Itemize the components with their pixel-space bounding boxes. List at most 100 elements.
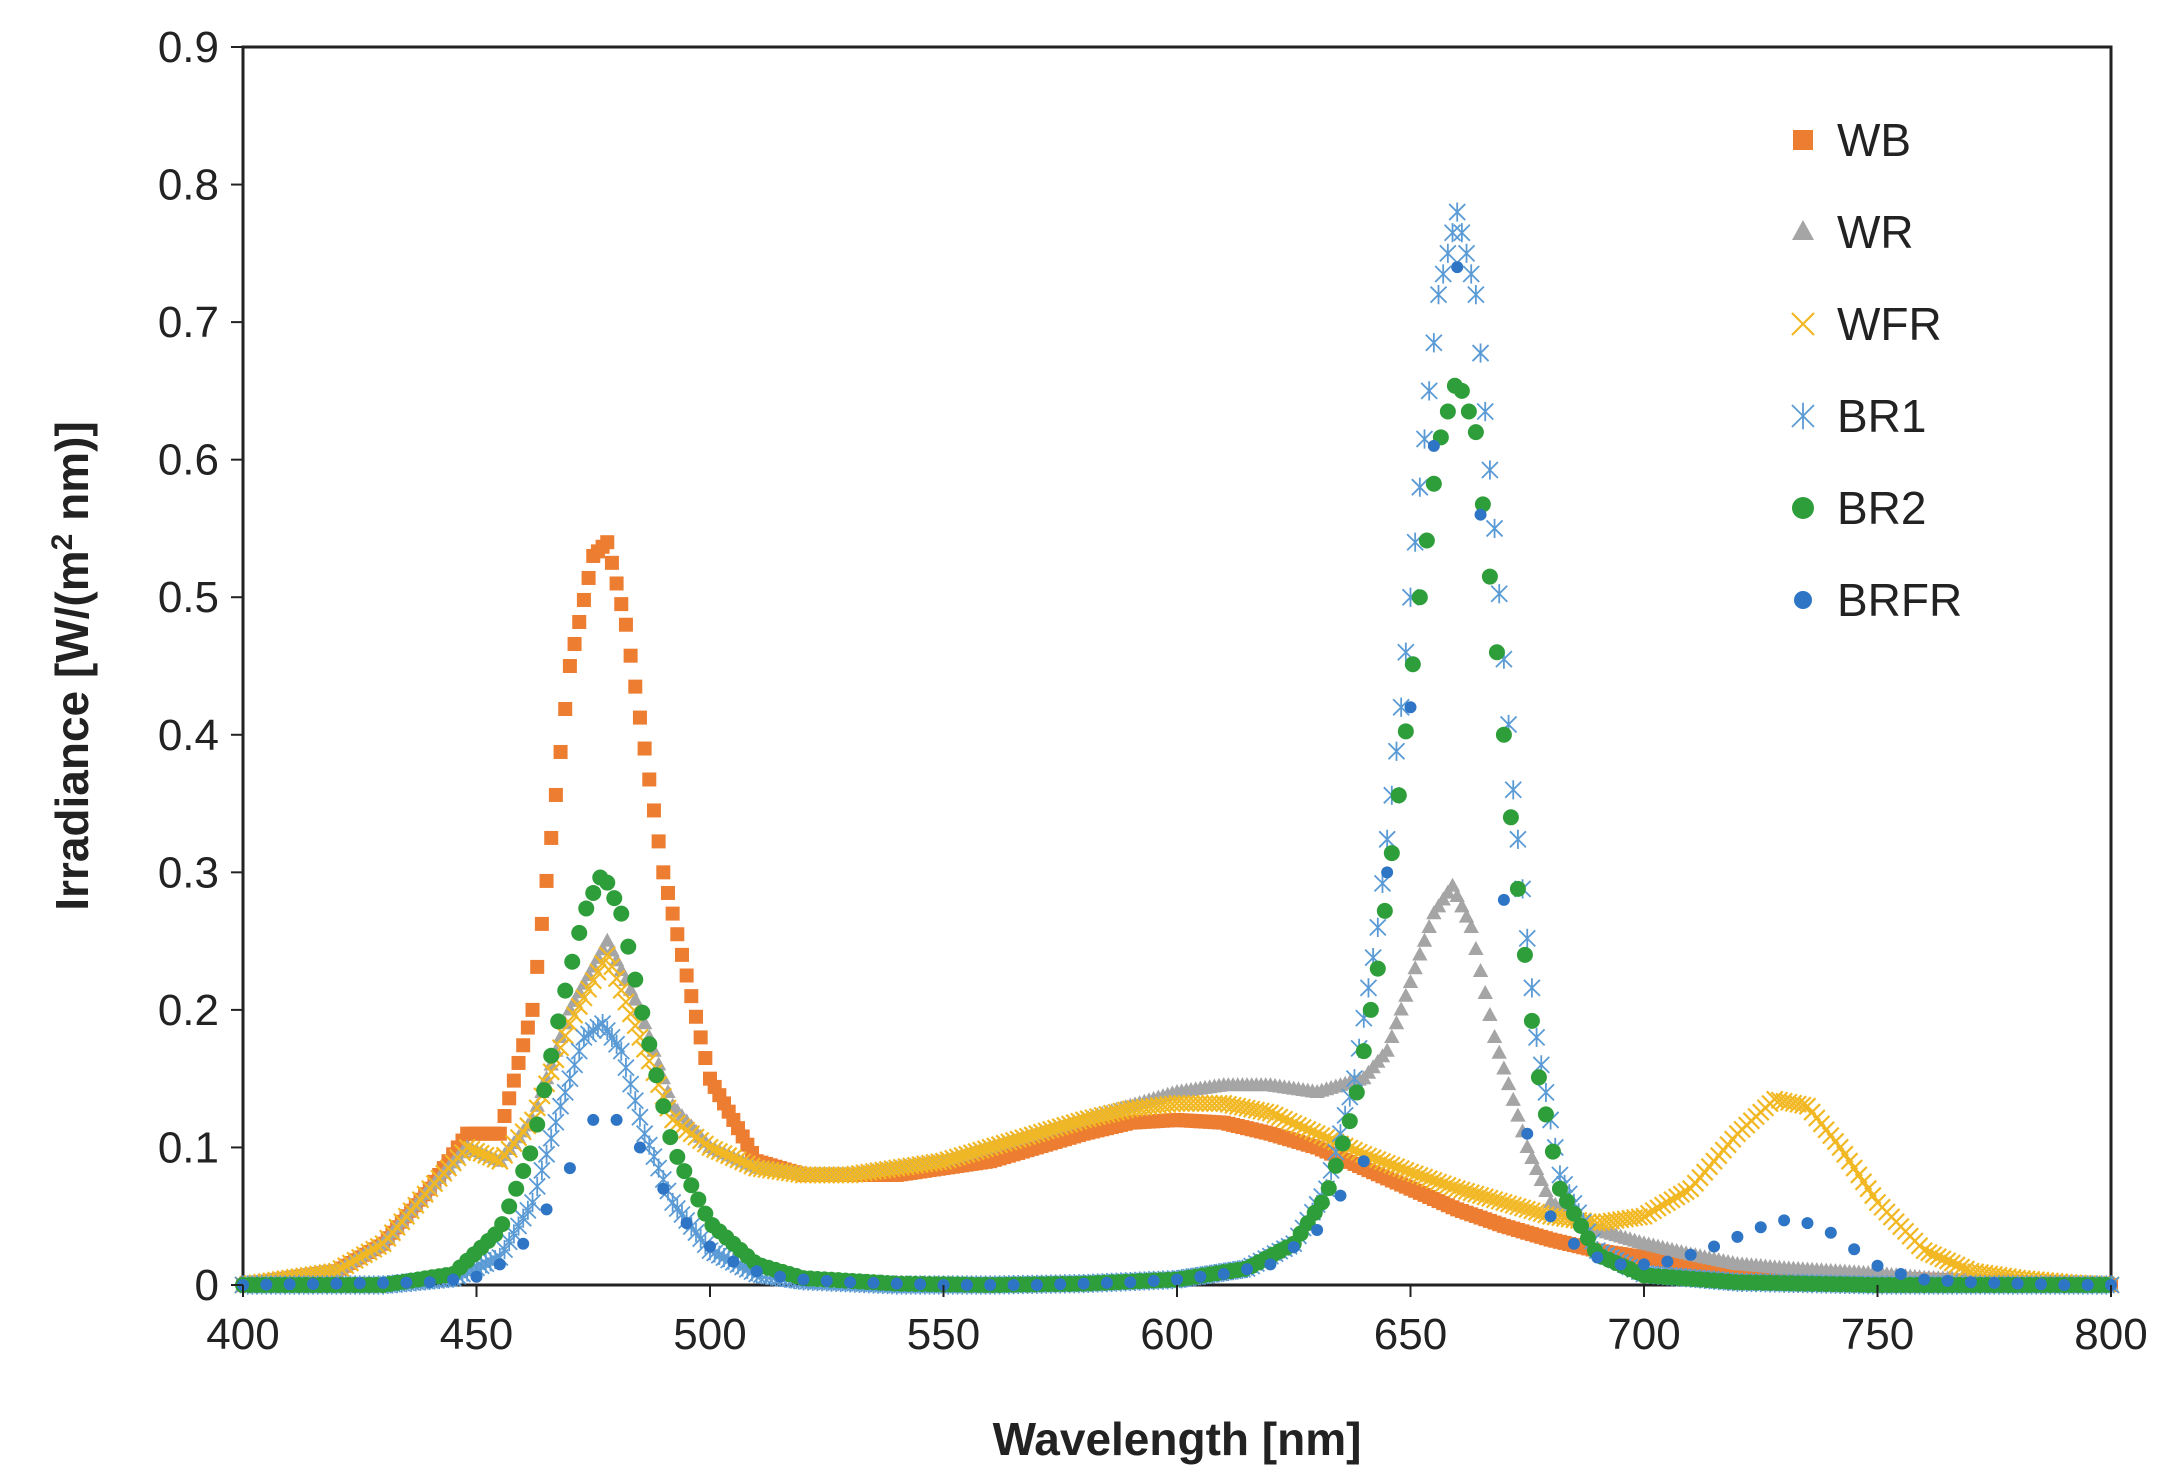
data-point-wfr [1635, 1207, 1653, 1225]
data-point-br2 [1495, 726, 1512, 743]
data-point-wr [1533, 1172, 1549, 1187]
data-point-wb [623, 648, 638, 663]
data-point-brfr [470, 1270, 483, 1283]
data-point-wfr [1663, 1190, 1681, 1209]
data-point-wb [665, 906, 680, 921]
data-point-br1 [1527, 1027, 1546, 1047]
data-point-wb [497, 1109, 512, 1124]
data-point-wfr [1312, 1126, 1331, 1145]
plot-area [234, 45, 2120, 1295]
data-point-wb [576, 592, 591, 607]
data-point-brfr [1591, 1251, 1604, 1264]
data-point-wfr [1934, 1250, 1952, 1268]
data-point-wr [1468, 940, 1484, 955]
data-point-br1 [1453, 223, 1471, 243]
data-point-wfr [1439, 1176, 1457, 1195]
data-point-brfr [1334, 1189, 1347, 1202]
data-point-br2 [571, 924, 588, 941]
data-point-br2 [1579, 1230, 1596, 1247]
data-point-wfr [336, 1256, 355, 1275]
data-point-brfr [1988, 1276, 2001, 1289]
data-point-br2 [683, 1177, 700, 1194]
y-axis-title-prefix: Irradiance [W/(m [46, 550, 98, 910]
y-axis-title-superscript: 2 [46, 534, 79, 551]
data-point-brfr [1801, 1217, 1814, 1230]
data-point-brfr [540, 1203, 553, 1216]
data-point-wfr [1653, 1196, 1672, 1214]
data-point-brfr [1357, 1155, 1370, 1168]
data-point-wb [544, 830, 559, 845]
data-point-wfr [467, 1142, 486, 1161]
data-point-wfr [603, 957, 621, 976]
data-point-wfr [617, 993, 635, 1011]
data-point-wfr [719, 1146, 738, 1165]
data-point-wr [1407, 960, 1423, 975]
data-point-brfr [2081, 1279, 2094, 1291]
legend-item-wb: WB [1793, 114, 1911, 166]
data-point-wr [1472, 962, 1489, 977]
data-point-wb [562, 659, 577, 673]
data-point-wb [642, 772, 657, 787]
data-point-brfr [1147, 1274, 1160, 1287]
data-point-wr [1491, 1044, 1507, 1059]
data-point-brfr [820, 1274, 833, 1287]
data-point-brfr [1451, 261, 1464, 274]
data-point-wr [627, 991, 643, 1006]
data-point-br2 [1425, 475, 1442, 492]
data-point-wfr [1289, 1116, 1308, 1135]
data-point-wr [1402, 973, 1419, 988]
data-point-brfr [1848, 1243, 1861, 1256]
data-point-wfr [1644, 1201, 1663, 1220]
data-point-br2 [1453, 382, 1470, 399]
data-point-br2 [620, 938, 637, 955]
data-point-br1 [1509, 829, 1527, 849]
data-point-brfr [1521, 1127, 1534, 1140]
data-point-wfr [1406, 1165, 1424, 1183]
y-axis-title: Irradiance [W/(m2 nm)] [46, 421, 98, 911]
data-point-wfr [1929, 1248, 1947, 1266]
data-point-wb [660, 885, 675, 900]
data-point-br1 [1439, 243, 1457, 263]
data-point-wfr [1261, 1104, 1280, 1122]
data-point-br1 [1537, 1082, 1555, 1103]
data-point-br1 [1434, 264, 1452, 284]
x-tick-label: 800 [2074, 1310, 2147, 1359]
data-point-wfr [1298, 1120, 1317, 1139]
data-point-wr [599, 932, 615, 947]
data-point-br1 [612, 1041, 630, 1061]
data-point-wfr [341, 1254, 360, 1272]
data-point-br2 [543, 1047, 560, 1064]
data-point-brfr [587, 1113, 600, 1126]
data-point-brfr [1824, 1226, 1837, 1239]
data-point-brfr [1381, 866, 1394, 879]
data-point-wfr [1938, 1252, 1957, 1270]
x-tick-label: 750 [1841, 1310, 1914, 1359]
legend: WB WR WFR BR1 BR2 BRFR [1791, 114, 1962, 626]
data-point-br2 [578, 900, 595, 917]
legend-marker-wb [1793, 130, 1813, 150]
data-point-wfr [350, 1248, 369, 1267]
data-point-wfr [589, 963, 607, 981]
data-point-wb [492, 1126, 507, 1141]
data-point-br2 [501, 1198, 518, 1215]
data-point-br1 [1462, 264, 1480, 284]
data-point-brfr [1311, 1223, 1324, 1236]
data-point-wfr [705, 1140, 724, 1159]
data-point-br2 [599, 874, 616, 891]
data-point-wr [622, 981, 639, 996]
legend-label-wfr: WFR [1837, 298, 1942, 350]
data-point-br1 [1523, 978, 1541, 998]
data-point-brfr [1871, 1259, 1884, 1272]
y-axis-title-suffix: nm)] [46, 421, 98, 533]
data-point-br1 [1467, 285, 1485, 305]
data-point-br1 [1476, 401, 1494, 422]
data-point-br1 [1359, 978, 1378, 998]
data-point-br2 [1355, 1043, 1372, 1060]
data-point-wfr [612, 981, 631, 1000]
data-point-br2 [1502, 809, 1519, 826]
data-point-br1 [1448, 202, 1466, 222]
y-tick-label: 0.4 [158, 711, 219, 760]
data-point-wfr [542, 1063, 560, 1081]
data-point-brfr [400, 1276, 413, 1289]
